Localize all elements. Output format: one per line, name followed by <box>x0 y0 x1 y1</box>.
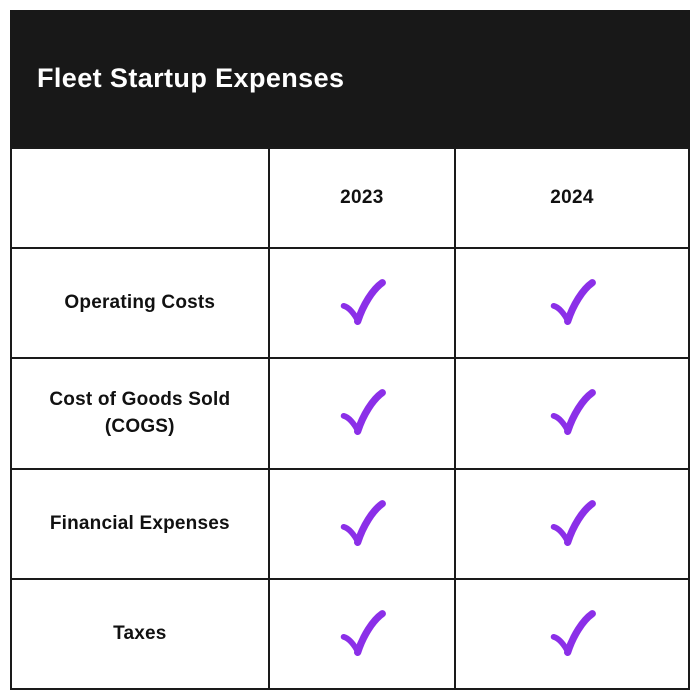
table-row-taxes: Taxes <box>10 577 690 691</box>
cell-check-operating-2024 <box>454 246 690 360</box>
check-icon <box>340 389 386 436</box>
cell-check-cogs-2023 <box>267 357 457 470</box>
cell-check-cogs-2024 <box>454 357 690 470</box>
row-label: Taxes <box>10 577 270 691</box>
cell-check-taxes-2024 <box>454 577 690 691</box>
check-icon <box>340 279 386 326</box>
table-row-operating-costs: Operating Costs <box>10 246 690 360</box>
check-icon <box>550 389 596 436</box>
row-label: Financial Expenses <box>10 467 270 580</box>
expenses-card: Fleet Startup Expenses 2023 2024 Operati… <box>10 10 690 691</box>
expenses-table: 2023 2024 Operating Costs Cost of Goods … <box>10 147 690 691</box>
check-icon <box>550 499 596 546</box>
table-row-financial-expenses: Financial Expenses <box>10 467 690 580</box>
cell-check-financial-2023 <box>267 467 457 580</box>
table-row-cogs: Cost of Goods Sold (COGS) <box>10 357 690 470</box>
check-icon <box>340 499 386 546</box>
page-title: Fleet Startup Expenses <box>37 63 345 93</box>
corner-cell <box>10 147 270 249</box>
row-label: Cost of Goods Sold (COGS) <box>10 357 270 470</box>
cell-check-operating-2023 <box>267 246 457 360</box>
check-icon <box>550 279 596 326</box>
cell-check-financial-2024 <box>454 467 690 580</box>
row-label: Operating Costs <box>10 246 270 360</box>
table-header-row: 2023 2024 <box>10 147 690 249</box>
column-header-2024: 2024 <box>454 147 690 249</box>
column-header-2023: 2023 <box>267 147 457 249</box>
check-icon <box>340 609 386 656</box>
cell-check-taxes-2023 <box>267 577 457 691</box>
card-header: Fleet Startup Expenses <box>10 10 690 147</box>
check-icon <box>550 609 596 656</box>
